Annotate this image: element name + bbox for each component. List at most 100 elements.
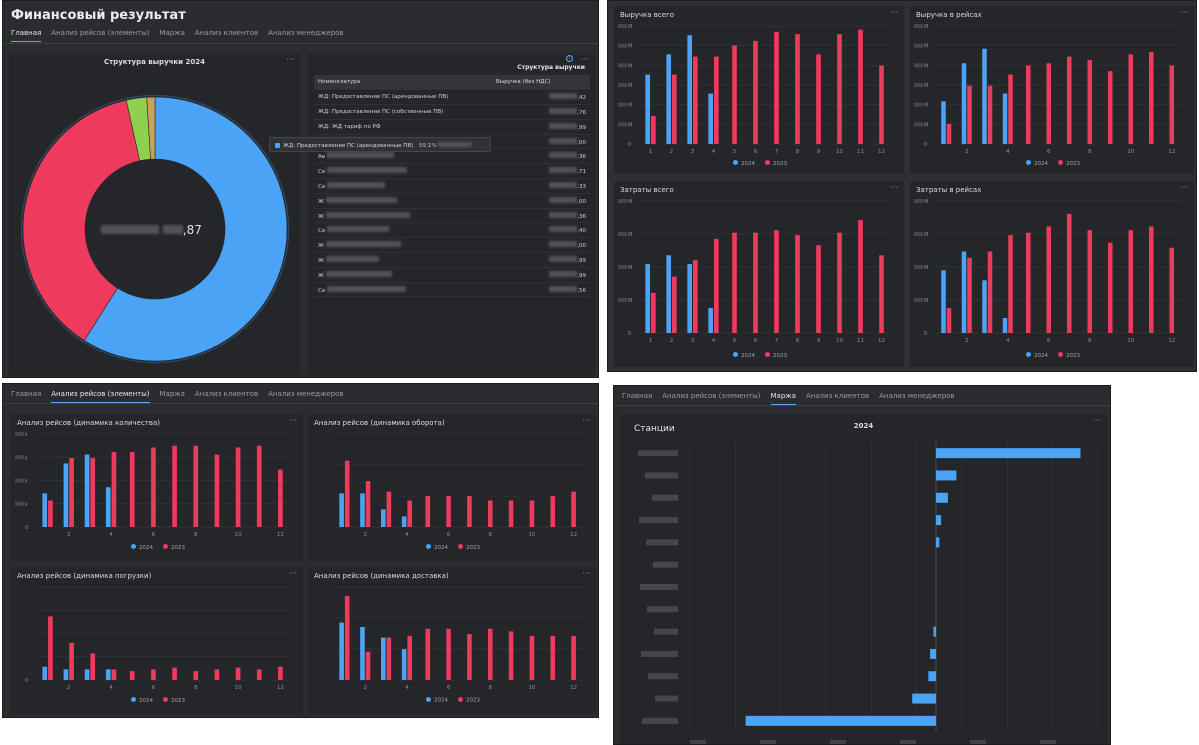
bar-2024[interactable] [339,622,344,680]
station-bar[interactable] [912,693,936,704]
tab-2[interactable]: Маржа [159,29,185,37]
bar-2023[interactable] [753,40,758,145]
table-row[interactable]: ЖД: ЖД тариф по РФ ,99 [314,119,590,135]
legend-item[interactable]: 2024 [1026,160,1048,167]
bar-2023[interactable] [1107,71,1113,144]
panel-menu-icon[interactable]: ··· [1180,8,1188,17]
bar-2023[interactable] [1148,52,1154,144]
panel-menu-icon[interactable]: ··· [890,183,898,192]
table-row[interactable]: Ав ,36 [314,148,590,165]
bar-2023[interactable] [487,500,493,527]
bar-2023[interactable] [235,667,241,680]
tab-1[interactable]: Анализ рейсов (элементы) [662,392,761,400]
col-header-revenue[interactable]: Выручка (без НДС) [492,75,590,91]
legend-item[interactable]: 2024 [426,697,448,704]
bar-2023[interactable] [344,596,350,680]
panel-menu-icon[interactable]: ··· [289,569,297,578]
bar-2023[interactable] [753,232,758,333]
table-row[interactable]: Ж ,99 [314,252,590,268]
bar-2023[interactable] [151,669,156,680]
bar-2023[interactable] [987,251,993,333]
bar-2024[interactable] [105,669,111,680]
bar-2023[interactable] [193,671,199,680]
bar-2023[interactable] [946,307,952,333]
bar-2023[interactable] [816,54,821,144]
bar-2023[interactable] [172,667,177,680]
panel-menu-icon[interactable]: ··· [890,8,898,17]
legend-item[interactable]: 2023 [458,697,480,704]
bar-2023[interactable] [816,245,821,333]
panel-menu-icon[interactable]: ··· [289,416,297,425]
bar-2023[interactable] [407,500,412,527]
tab-4[interactable]: Анализ менеджеров [268,390,344,398]
bar-2024[interactable] [982,48,987,145]
bar-2023[interactable] [1107,242,1113,333]
bar-2023[interactable] [256,669,262,680]
bar-2023[interactable] [529,635,535,680]
station-bar[interactable] [745,715,936,726]
panel-menu-icon[interactable]: ··· [582,416,590,425]
bar-2023[interactable] [879,65,884,144]
bar-2024[interactable] [105,487,111,527]
bar-2024[interactable] [982,280,987,333]
bar-2023[interactable] [386,491,392,527]
bar-2024[interactable] [42,666,48,680]
bar-2023[interactable] [69,642,74,680]
bar-2023[interactable] [550,496,556,527]
bar-2023[interactable] [651,292,656,333]
bar-2024[interactable] [1002,317,1008,333]
bar-2024[interactable] [42,493,48,527]
bar-2024[interactable] [63,463,69,527]
bar-2023[interactable] [1008,74,1013,144]
station-bar[interactable] [936,470,957,481]
legend-item[interactable]: 2023 [163,544,185,551]
tab-1[interactable]: Анализ рейсов (элементы) [51,29,150,37]
bar-2023[interactable] [508,500,514,527]
bar-2023[interactable] [732,232,737,333]
bar-2023[interactable] [129,451,135,527]
tab-0[interactable]: Главная [11,29,42,42]
bar-2023[interactable] [129,671,135,680]
col-header-nomenclature[interactable]: Номенклатура [314,75,492,91]
bar-2023[interactable] [425,628,431,680]
tab-1[interactable]: Анализ рейсов (элементы) [51,390,150,403]
bar-2023[interactable] [1169,247,1175,333]
bar-2023[interactable] [425,496,431,527]
tab-0[interactable]: Главная [11,390,42,398]
bar-2023[interactable] [1025,65,1031,144]
bar-2023[interactable] [529,500,535,527]
table-row[interactable]: Ж ,36 [314,208,590,224]
tab-2[interactable]: Маржа [159,390,185,398]
bar-2024[interactable] [645,264,650,333]
bar-2024[interactable] [961,251,967,333]
donut-slice[interactable] [146,96,156,160]
bar-2023[interactable] [235,447,241,527]
legend-item[interactable]: 2023 [1058,352,1080,359]
bar-2024[interactable] [1002,93,1008,144]
bar-2023[interactable] [487,628,493,680]
bar-2023[interactable] [256,445,262,527]
bar-2023[interactable] [407,635,412,680]
bar-2023[interactable] [1066,56,1072,145]
bar-2023[interactable] [365,481,371,527]
bar-2024[interactable] [666,255,671,333]
bar-2024[interactable] [645,74,650,144]
bar-2023[interactable] [111,451,117,527]
bar-2023[interactable] [90,653,96,680]
bar-2024[interactable] [84,669,90,680]
legend-item[interactable]: 2023 [765,352,787,359]
bar-2023[interactable] [1169,65,1175,144]
donut-slice[interactable] [22,99,141,341]
bar-2023[interactable] [1046,226,1052,333]
bar-2023[interactable] [795,235,800,333]
donut-slice[interactable] [83,96,288,362]
legend-item[interactable]: 2024 [1026,352,1048,359]
bar-2024[interactable] [941,270,946,333]
bar-2024[interactable] [687,35,692,144]
bar-2023[interactable] [1128,54,1134,144]
legend-item[interactable]: 2023 [458,544,480,551]
table-row[interactable]: Ж ,00 [314,237,590,254]
tab-0[interactable]: Главная [622,392,653,400]
bar-2024[interactable] [666,54,671,144]
bar-2024[interactable] [381,637,386,680]
